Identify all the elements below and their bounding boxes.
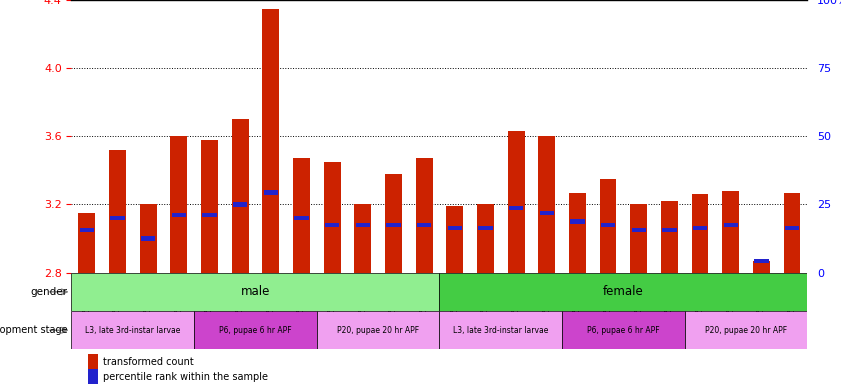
Bar <box>109 150 126 273</box>
Bar <box>78 213 95 273</box>
Bar <box>569 192 586 273</box>
Bar <box>632 228 646 232</box>
Bar <box>508 131 525 273</box>
Text: female: female <box>603 285 643 298</box>
Bar <box>753 261 770 273</box>
Bar <box>722 191 739 273</box>
Text: P6, pupae 6 hr APF: P6, pupae 6 hr APF <box>587 326 659 335</box>
Bar <box>662 228 676 232</box>
Bar <box>685 311 807 349</box>
Bar <box>723 223 738 227</box>
Bar <box>538 136 555 273</box>
Bar <box>80 228 94 232</box>
Text: P6, pupae 6 hr APF: P6, pupae 6 hr APF <box>220 326 292 335</box>
Bar <box>477 205 494 273</box>
Bar <box>600 223 616 227</box>
Bar <box>354 205 371 273</box>
Bar <box>785 226 799 230</box>
Text: L3, late 3rd-instar larvae: L3, late 3rd-instar larvae <box>453 326 548 335</box>
Bar <box>263 190 278 195</box>
Bar <box>447 226 462 230</box>
Bar <box>325 223 339 227</box>
Bar <box>172 213 186 217</box>
Bar <box>693 226 707 230</box>
Bar <box>562 311 685 349</box>
Bar <box>447 206 463 273</box>
Bar <box>171 136 188 273</box>
Bar <box>110 216 124 220</box>
Bar <box>630 205 648 273</box>
Bar <box>386 223 400 227</box>
Bar <box>141 237 156 241</box>
Bar <box>784 192 801 273</box>
Bar <box>294 216 309 220</box>
Bar <box>479 226 493 230</box>
Text: P20, pupae 20 hr APF: P20, pupae 20 hr APF <box>705 326 787 335</box>
Bar <box>385 174 402 273</box>
Bar <box>71 311 194 349</box>
Bar <box>317 311 439 349</box>
Bar <box>233 202 247 207</box>
Bar <box>691 194 708 273</box>
Bar <box>194 311 317 349</box>
Bar <box>324 162 341 273</box>
Bar <box>262 8 279 273</box>
Bar <box>356 223 370 227</box>
Text: transformed count: transformed count <box>103 356 193 367</box>
Bar <box>201 140 218 273</box>
Bar <box>293 159 309 273</box>
Bar <box>600 179 616 273</box>
Text: percentile rank within the sample: percentile rank within the sample <box>103 372 267 382</box>
Text: male: male <box>241 285 270 298</box>
Bar <box>231 119 249 273</box>
Bar <box>415 159 432 273</box>
Text: development stage: development stage <box>0 325 67 335</box>
Bar <box>439 273 807 311</box>
Text: L3, late 3rd-instar larvae: L3, late 3rd-instar larvae <box>85 326 181 335</box>
Bar <box>71 273 439 311</box>
Text: P20, pupae 20 hr APF: P20, pupae 20 hr APF <box>337 326 419 335</box>
Text: gender: gender <box>30 287 67 297</box>
Bar <box>417 223 431 227</box>
Bar <box>203 213 217 217</box>
Bar <box>661 201 678 273</box>
Bar <box>570 219 584 223</box>
Bar <box>140 205 156 273</box>
Bar <box>439 311 562 349</box>
Bar <box>540 211 554 215</box>
Bar <box>754 258 769 263</box>
Bar <box>509 206 523 210</box>
